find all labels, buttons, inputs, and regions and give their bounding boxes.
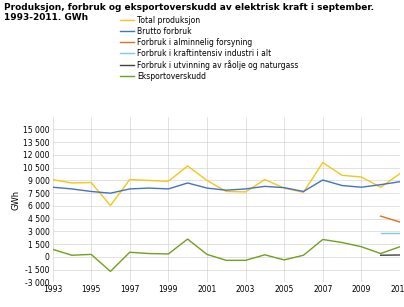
Legend: Total produksjon, Brutto forbruk, Forbruk i alminnelig forsyning, Forbruk i kraf: Total produksjon, Brutto forbruk, Forbru… — [117, 13, 301, 84]
Text: Produksjon, forbruk og eksportoverskudd av elektrisk kraft i september.
1993-201: Produksjon, forbruk og eksportoverskudd … — [4, 3, 374, 22]
Y-axis label: GWh: GWh — [11, 189, 20, 210]
